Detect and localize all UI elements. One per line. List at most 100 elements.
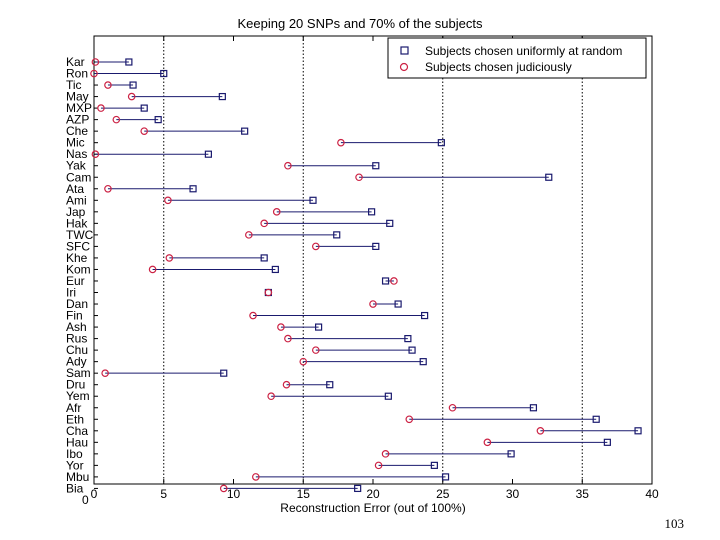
y-tick-label: Ibo — [66, 447, 83, 461]
y-tick-label-zero: 0 — [82, 493, 89, 507]
y-tick-label: Kar — [66, 55, 85, 69]
y-tick-label: Yem — [66, 389, 90, 403]
x-tick-label: 5 — [160, 487, 167, 501]
y-tick-label: Mic — [66, 136, 85, 150]
y-tick-label: Cam — [66, 170, 91, 184]
judicious-marker — [381, 450, 390, 458]
legend-box — [387, 37, 647, 79]
legend-square-icon — [400, 46, 409, 55]
x-tick-label: 25 — [436, 487, 450, 501]
random-marker — [381, 277, 390, 285]
random-marker — [333, 231, 341, 239]
y-tick-label: Bia — [66, 481, 84, 495]
judicious-marker — [390, 277, 398, 285]
y-tick-label: Kom — [66, 262, 91, 276]
y-tick-label: TWC — [66, 228, 94, 242]
judicious-marker — [104, 81, 112, 89]
y-tick-label: Jap — [66, 205, 86, 219]
y-tick-label: MXP — [66, 101, 92, 115]
judicious-marker — [91, 58, 100, 66]
x-axis-label: Reconstruction Error (out of 100%) — [280, 501, 465, 515]
random-marker — [430, 461, 438, 469]
judicious-marker — [264, 288, 273, 297]
judicious-marker — [284, 161, 292, 170]
random-marker — [404, 335, 412, 343]
y-tick-label: Tic — [66, 78, 82, 92]
judicious-marker — [165, 254, 174, 262]
y-tick-label: Khe — [66, 251, 88, 265]
random-marker — [271, 265, 279, 274]
y-tick-label: Yor — [66, 458, 84, 472]
y-tick-label: Sam — [66, 366, 91, 380]
y-tick-label: Che — [66, 124, 88, 138]
judicious-marker — [536, 426, 545, 435]
judicious-marker — [355, 173, 363, 182]
judicious-marker — [90, 69, 98, 78]
x-tick-label: 20 — [366, 487, 380, 501]
y-tick-label: Dan — [66, 297, 88, 311]
random-marker — [129, 81, 137, 89]
judicious-marker — [369, 300, 377, 308]
random-marker — [394, 300, 402, 308]
judicious-marker — [127, 92, 136, 101]
y-tick-label: Hak — [66, 216, 88, 230]
y-tick-label: Ady — [66, 355, 87, 369]
judicious-marker — [164, 196, 172, 205]
y-tick-label: Hau — [66, 435, 88, 449]
random-marker — [260, 254, 268, 262]
random-marker — [309, 196, 317, 204]
judicious-marker — [272, 208, 281, 216]
y-tick-label: Chu — [66, 343, 88, 357]
random-marker — [154, 116, 162, 124]
legend-circle-icon — [399, 62, 409, 72]
random-marker — [218, 92, 226, 101]
judicious-marker — [219, 484, 228, 493]
random-marker — [204, 150, 212, 158]
judicious-marker — [140, 127, 149, 135]
y-tick-label: Fin — [66, 309, 83, 323]
y-tick-label: Afr — [66, 401, 81, 415]
random-marker — [437, 139, 445, 147]
y-tick-label: Eur — [66, 274, 85, 288]
random-marker — [419, 358, 427, 366]
random-marker — [634, 427, 642, 435]
random-marker — [545, 173, 553, 181]
random-marker — [386, 219, 394, 227]
judicious-marker — [282, 380, 291, 389]
judicious-marker — [245, 231, 253, 239]
y-tick-label: Iri — [66, 286, 76, 300]
judicious-marker — [374, 461, 383, 470]
y-tick-label: AZP — [66, 113, 89, 127]
judicious-marker — [312, 242, 320, 251]
random-marker — [603, 438, 611, 446]
y-tick-label: Yak — [66, 159, 87, 173]
y-tick-label: Ami — [66, 193, 87, 207]
x-tick-label: 35 — [576, 487, 590, 501]
judicious-marker — [284, 334, 292, 343]
page-number: 103 — [664, 516, 685, 531]
judicious-marker — [91, 150, 100, 159]
x-tick-label: 0 — [91, 487, 98, 501]
judicious-marker — [112, 115, 121, 124]
random-marker — [529, 404, 538, 412]
judicious-marker — [249, 311, 257, 320]
judicious-marker — [299, 357, 308, 366]
random-marker — [314, 323, 323, 331]
judicious-marker — [148, 265, 157, 274]
judicious-marker — [277, 323, 285, 331]
y-tick-label: SFC — [66, 239, 90, 253]
y-tick-label: Cha — [66, 424, 88, 438]
chart-title: Keeping 20 SNPs and 70% of the subjects — [237, 16, 483, 31]
random-marker — [507, 450, 515, 458]
plot-frame — [93, 35, 653, 485]
random-marker — [160, 69, 168, 78]
y-tick-label: Nas — [66, 147, 87, 161]
judicious-marker — [312, 346, 320, 354]
judicious-marker — [260, 219, 268, 228]
random-marker — [368, 208, 376, 216]
random-marker — [441, 473, 450, 481]
random-marker — [241, 127, 249, 135]
y-tick-label: Eth — [66, 412, 84, 426]
x-tick-label: 30 — [506, 487, 520, 501]
judicious-marker — [104, 184, 112, 193]
